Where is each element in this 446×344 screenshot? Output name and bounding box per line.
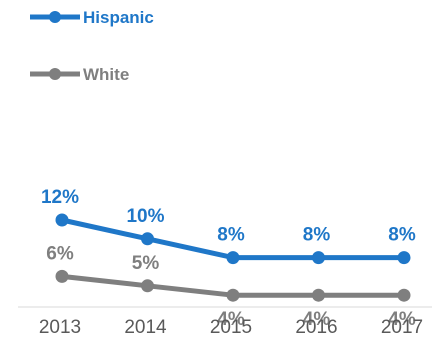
- data-point-white-2016: [312, 288, 325, 302]
- legend-marker-white: [49, 68, 61, 80]
- x-tick-label-2014: 2014: [124, 317, 167, 338]
- legend: Hispanic White: [30, 8, 154, 84]
- legend-marker-hispanic: [49, 11, 61, 23]
- legend-label-white: White: [83, 65, 129, 84]
- data-label-white-2013: 6%: [46, 243, 74, 264]
- x-tick-label-2017: 2017: [381, 317, 423, 338]
- data-point-hispanic-2014: [141, 232, 154, 246]
- data-label-hispanic-2015: 8%: [217, 225, 245, 246]
- x-tick-labels: 2013 2014 2015 2016 2017: [39, 317, 423, 338]
- data-label-white-2014: 5%: [132, 253, 160, 274]
- data-point-white-2014: [141, 279, 154, 293]
- series-layer: 12% 10% 8% 8% 8% 6% 5% 4% 4% 4%: [41, 187, 416, 330]
- data-label-white-2017: 4%: [388, 309, 416, 330]
- data-label-hispanic-2014: 10%: [126, 206, 164, 227]
- data-point-white-2013: [55, 269, 69, 283]
- data-point-hispanic-2015: [226, 251, 240, 265]
- data-point-hispanic-2016: [312, 251, 325, 265]
- data-point-white-2015: [226, 288, 240, 302]
- legend-label-hispanic: Hispanic: [83, 8, 154, 27]
- x-tick-label-2015: 2015: [210, 317, 252, 338]
- x-tick-label-2016: 2016: [295, 317, 337, 338]
- data-point-white-2017: [397, 288, 411, 302]
- data-label-hispanic-2017: 8%: [388, 225, 416, 246]
- data-label-white-2016: 4%: [303, 309, 331, 330]
- data-label-hispanic-2016: 8%: [303, 225, 331, 246]
- x-tick-label-2013: 2013: [39, 317, 81, 338]
- data-label-white-2015: 4%: [217, 309, 245, 330]
- data-point-hispanic-2013: [55, 213, 69, 227]
- data-point-hispanic-2017: [397, 251, 411, 265]
- data-label-hispanic-2013: 12%: [41, 187, 79, 208]
